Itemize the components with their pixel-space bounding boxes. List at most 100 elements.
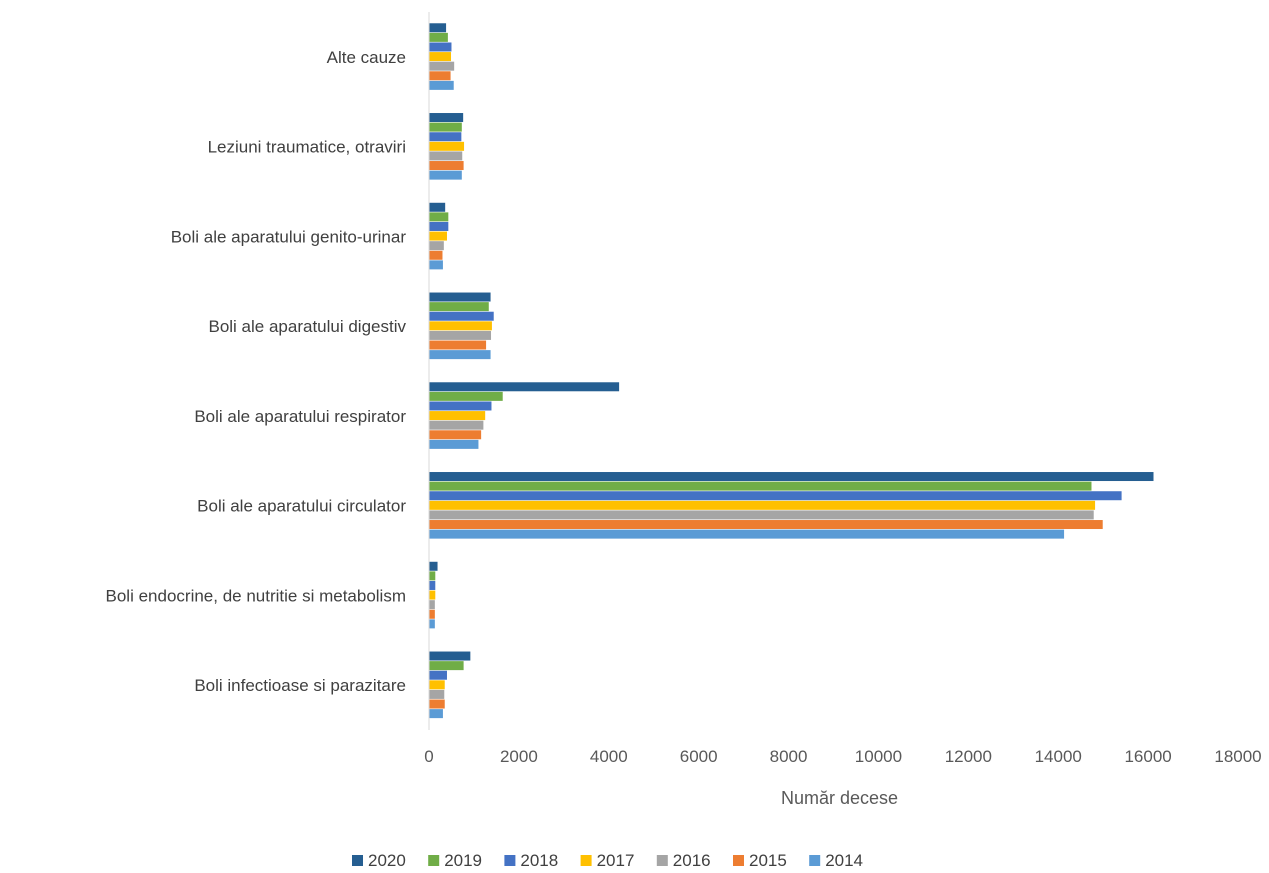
category-label: Boli ale aparatului respirator [194, 407, 406, 426]
x-tick-label: 14000 [1035, 747, 1082, 766]
legend-swatch [809, 855, 821, 866]
x-axis-title: Număr decese [781, 788, 898, 808]
bar-2014 [429, 709, 443, 719]
bar-2019 [429, 571, 436, 581]
bar-2020 [429, 651, 471, 661]
bar-2016 [429, 330, 492, 340]
x-tick-label: 10000 [855, 747, 902, 766]
legend-swatch [656, 855, 668, 866]
legend-item: 2017 [580, 851, 635, 870]
bar-2014 [429, 170, 462, 180]
bar-2016 [429, 600, 435, 610]
legend-label: 2020 [368, 851, 406, 870]
bar-2018 [429, 491, 1122, 501]
bar-2015 [429, 71, 451, 81]
bar-2019 [429, 661, 464, 671]
legend-label: 2017 [597, 851, 635, 870]
bar-2016 [429, 689, 445, 699]
legend-item: 2020 [352, 851, 406, 870]
category-label: Leziuni traumatice, otraviri [208, 138, 406, 157]
bar-2018 [429, 580, 436, 590]
bar-2019 [429, 391, 503, 401]
category-label: Alte cauze [327, 48, 406, 67]
legend-swatch [428, 855, 440, 866]
legend-item: 2015 [733, 851, 787, 870]
bar-2017 [429, 231, 447, 241]
legend-swatch [580, 855, 592, 866]
bar-2014 [429, 260, 443, 270]
x-tick-label: 18000 [1214, 747, 1261, 766]
bar-2014 [429, 529, 1065, 539]
category-label: Boli ale aparatului digestiv [208, 317, 406, 336]
bar-2016 [429, 61, 455, 71]
bar-2020 [429, 561, 438, 571]
bar-2019 [429, 212, 449, 222]
bars [429, 23, 1154, 719]
x-tick-label: 8000 [770, 747, 808, 766]
bar-2015 [429, 161, 464, 171]
bar-2020 [429, 23, 447, 33]
bar-2019 [429, 122, 462, 132]
bar-2017 [429, 141, 465, 151]
bar-2018 [429, 132, 462, 142]
bar-2016 [429, 241, 444, 251]
legend: 2020 2019 2018 2017 2016 2015 2014 [352, 851, 863, 870]
bar-2020 [429, 292, 491, 302]
bar-2017 [429, 52, 452, 62]
x-tick-label: 16000 [1124, 747, 1171, 766]
x-tick-label: 0 [424, 747, 433, 766]
bar-2015 [429, 250, 443, 260]
bar-2015 [429, 340, 487, 350]
legend-label: 2015 [749, 851, 787, 870]
legend-label: 2016 [673, 851, 711, 870]
legend-swatch [352, 855, 363, 866]
bar-2017 [429, 321, 492, 331]
bar-2016 [429, 510, 1094, 520]
x-tick-label: 2000 [500, 747, 538, 766]
category-label: Boli infectioase si parazitare [194, 676, 406, 695]
bar-2018 [429, 42, 452, 52]
bar-2020 [429, 202, 446, 212]
bar-2014 [429, 80, 454, 90]
bar-2014 [429, 619, 435, 629]
bar-2014 [429, 439, 479, 449]
bar-2017 [429, 411, 486, 421]
bar-2018 [429, 401, 492, 411]
bar-2017 [429, 680, 445, 690]
bar-2015 [429, 609, 435, 619]
legend-item: 2016 [656, 851, 711, 870]
category-label: Boli ale aparatului circulator [197, 497, 406, 516]
category-labels: Alte cauze Leziuni traumatice, otraviri Bo… [106, 48, 407, 695]
bar-2020 [429, 382, 620, 392]
category-label: Boli endocrine, de nutritie si metabolis… [106, 586, 406, 605]
legend-item: 2018 [504, 851, 558, 870]
x-tick-label: 12000 [945, 747, 992, 766]
bar-2015 [429, 699, 445, 709]
bar-2020 [429, 472, 1154, 482]
bar-2017 [429, 590, 436, 600]
bar-2017 [429, 500, 1096, 510]
x-tick-labels: 0 2000 4000 6000 8000 10000 12000 14000 16000 180… [424, 747, 1261, 766]
legend-label: 2018 [520, 851, 558, 870]
bar-2018 [429, 221, 449, 231]
bar-2016 [429, 151, 463, 161]
legend-item: 2014 [809, 851, 863, 870]
bar-2014 [429, 350, 491, 360]
bar-2020 [429, 113, 464, 123]
legend-label: 2014 [825, 851, 863, 870]
legend-item: 2019 [428, 851, 482, 870]
legend-label: 2019 [444, 851, 482, 870]
bar-2019 [429, 302, 489, 312]
bar-2015 [429, 520, 1103, 530]
x-tick-label: 4000 [590, 747, 628, 766]
bar-2015 [429, 430, 482, 440]
bar-2018 [429, 311, 494, 321]
bar-2019 [429, 32, 448, 42]
bar-2016 [429, 420, 484, 430]
legend-swatch [504, 855, 516, 866]
bar-2018 [429, 670, 447, 680]
x-tick-label: 6000 [680, 747, 718, 766]
category-label: Boli ale aparatului genito-urinar [171, 227, 407, 246]
legend-swatch [733, 855, 744, 866]
